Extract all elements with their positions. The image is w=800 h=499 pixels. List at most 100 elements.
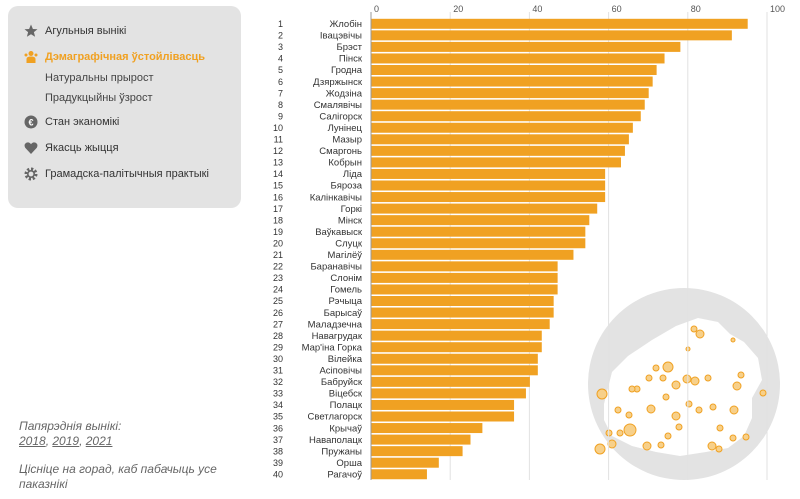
bar[interactable] xyxy=(371,203,598,214)
city-row[interactable]: 13 Кобрын xyxy=(273,157,621,169)
city-dot[interactable] xyxy=(646,404,656,414)
bar[interactable] xyxy=(371,30,732,41)
city-label[interactable]: Крычаў xyxy=(329,423,362,434)
city-label[interactable]: Мінск xyxy=(338,215,363,226)
city-dot[interactable] xyxy=(652,364,660,372)
bar[interactable] xyxy=(371,65,657,75)
city-label[interactable]: Івацэвічы xyxy=(320,31,362,42)
city-row[interactable]: 36 Крычаў xyxy=(273,423,483,434)
city-label[interactable]: Пінск xyxy=(339,54,363,65)
bar[interactable] xyxy=(371,145,625,156)
city-row[interactable]: 31 Асіповічы xyxy=(273,365,538,377)
bar[interactable] xyxy=(371,249,574,260)
city-row[interactable]: 27 Маладзечна xyxy=(273,319,550,330)
nav-subitem-natural-growth[interactable]: Натуральны прырост xyxy=(45,72,154,84)
city-label[interactable]: Магілёў xyxy=(328,250,363,261)
bar[interactable] xyxy=(371,388,526,399)
bar[interactable] xyxy=(371,457,439,468)
city-dot[interactable] xyxy=(642,441,652,451)
city-row[interactable]: 2 Івацэвічы xyxy=(278,30,732,42)
city-row[interactable]: 10 Лунінец xyxy=(273,122,633,134)
city-row[interactable]: 7 Жодзіна xyxy=(278,88,649,99)
city-row[interactable]: 30 Вілейка xyxy=(273,353,538,365)
city-row[interactable]: 34 Полацк xyxy=(273,399,515,411)
city-dot[interactable] xyxy=(596,388,608,400)
bar[interactable] xyxy=(371,411,515,422)
bar[interactable] xyxy=(371,238,586,249)
city-row[interactable]: 6 Дзяржынск xyxy=(278,76,653,88)
city-row[interactable]: 16 Калінкавічы xyxy=(273,192,606,203)
city-dot[interactable] xyxy=(625,411,633,419)
bar[interactable] xyxy=(371,168,606,179)
bar[interactable] xyxy=(371,18,748,29)
nav-item-quality-of-life[interactable]: Якасць жыцця xyxy=(24,141,119,155)
bar[interactable] xyxy=(371,99,645,110)
city-label[interactable]: Салігорск xyxy=(319,111,362,122)
city-row[interactable]: 33 Віцебск xyxy=(273,388,526,400)
city-row[interactable]: 37 Наваполацк xyxy=(273,434,471,446)
bar[interactable] xyxy=(371,353,538,364)
city-dot[interactable] xyxy=(671,411,681,421)
city-dot[interactable] xyxy=(662,393,670,401)
city-label[interactable]: Пружаны xyxy=(321,446,362,457)
city-label[interactable]: Горкі xyxy=(341,204,362,215)
city-row[interactable]: 25 Рэчыца xyxy=(273,296,554,307)
city-row[interactable]: 19 Ваўкавыск xyxy=(273,226,586,238)
city-dot[interactable] xyxy=(695,329,705,339)
bar[interactable] xyxy=(371,192,606,203)
city-label[interactable]: Наваполацк xyxy=(309,435,363,446)
city-label[interactable]: Рэчыца xyxy=(329,296,363,307)
bar[interactable] xyxy=(371,180,606,191)
bar[interactable] xyxy=(371,307,554,318)
city-row[interactable]: 4 Пінск xyxy=(278,53,665,65)
city-label[interactable]: Маладзечна xyxy=(308,319,363,330)
city-label[interactable]: Гродна xyxy=(331,65,363,76)
city-row[interactable]: 35 Светлагорск xyxy=(273,411,515,423)
city-label[interactable]: Вілейка xyxy=(328,354,363,365)
city-label[interactable]: Жодзіна xyxy=(326,88,363,99)
city-label[interactable]: Навагрудак xyxy=(312,331,363,342)
city-dot[interactable] xyxy=(628,385,636,393)
city-dot[interactable] xyxy=(659,374,667,382)
bar[interactable] xyxy=(371,88,649,99)
city-dot[interactable] xyxy=(730,337,736,343)
city-dot[interactable] xyxy=(707,441,717,451)
bar[interactable] xyxy=(371,53,665,64)
city-label[interactable]: Ліда xyxy=(343,169,363,180)
city-label[interactable]: Жлобін xyxy=(329,19,362,30)
city-dot[interactable] xyxy=(657,441,665,449)
city-row[interactable]: 39 Орша xyxy=(273,457,439,469)
bar[interactable] xyxy=(371,446,463,457)
city-dot[interactable] xyxy=(729,434,737,442)
bar[interactable] xyxy=(371,284,558,295)
city-row[interactable]: 3 Брэст xyxy=(278,41,681,53)
city-row[interactable]: 11 Мазыр xyxy=(274,134,629,146)
city-row[interactable]: 28 Навагрудак xyxy=(273,330,542,342)
city-dot[interactable] xyxy=(607,439,617,449)
bar[interactable] xyxy=(371,319,550,330)
city-dot[interactable] xyxy=(623,423,637,437)
city-dot[interactable] xyxy=(704,374,712,382)
city-dot[interactable] xyxy=(695,406,703,414)
city-row[interactable]: 21 Магілёў xyxy=(273,249,574,261)
bar[interactable] xyxy=(371,434,471,445)
city-label[interactable]: Баранавічы xyxy=(310,262,362,273)
city-label[interactable]: Бяроза xyxy=(331,181,363,192)
city-row[interactable]: 8 Смалявічы xyxy=(278,99,645,111)
city-dot[interactable] xyxy=(742,433,750,441)
city-row[interactable]: 23 Слонім xyxy=(273,272,558,284)
city-dot[interactable] xyxy=(715,445,723,453)
bar[interactable] xyxy=(371,399,515,410)
city-label[interactable]: Полацк xyxy=(330,400,363,411)
city-label[interactable]: Дзяржынск xyxy=(313,77,363,88)
city-label[interactable]: Брэст xyxy=(337,42,363,53)
city-label[interactable]: Бабруйск xyxy=(321,377,363,388)
bar[interactable] xyxy=(371,330,542,341)
bar[interactable] xyxy=(371,122,633,133)
city-dot[interactable] xyxy=(716,424,724,432)
bar[interactable] xyxy=(371,272,558,283)
city-label[interactable]: Лунінец xyxy=(328,123,363,134)
city-dot[interactable] xyxy=(662,361,674,373)
bar[interactable] xyxy=(371,157,621,168)
bar[interactable] xyxy=(371,261,558,272)
